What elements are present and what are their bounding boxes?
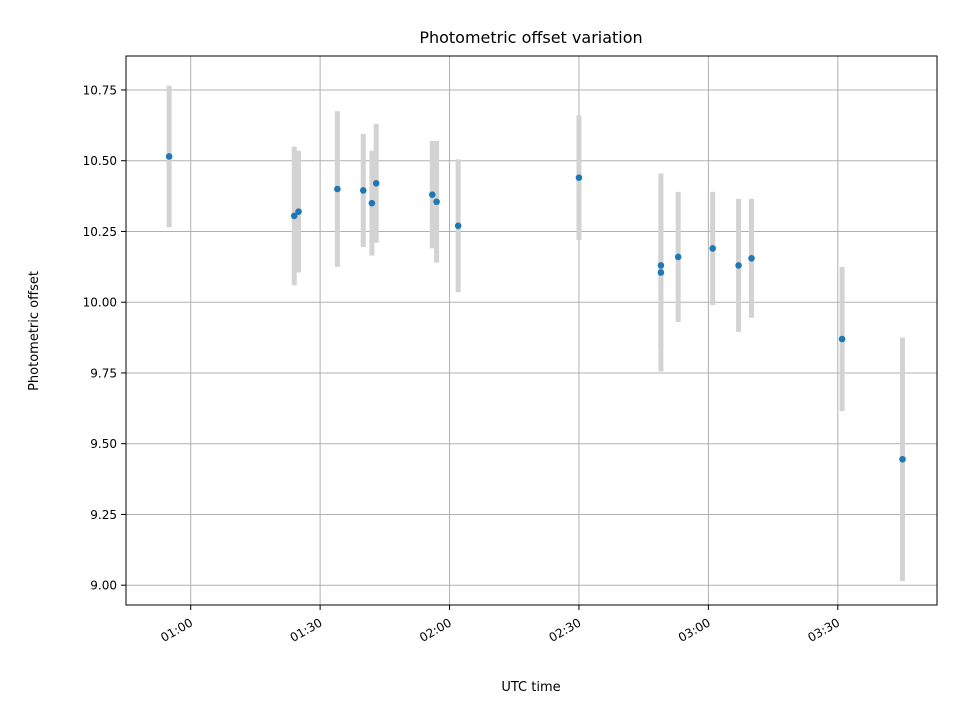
data-point (295, 208, 302, 215)
data-point (709, 245, 716, 252)
plot-frame (125, 55, 938, 606)
data-point (433, 198, 440, 206)
y-tick-label: 9.75 (90, 366, 117, 380)
y-tick-label: 10.50 (83, 154, 117, 168)
data-point (368, 199, 376, 207)
data-point (674, 253, 682, 261)
data-point (657, 262, 665, 269)
x-axis-label: UTC time (501, 680, 560, 695)
data-point (165, 153, 173, 160)
y-tick-label: 9.50 (90, 437, 117, 451)
y-tick-label: 10.75 (83, 83, 117, 97)
y-axis-label: Photometric offset (27, 271, 42, 391)
chart-title: Photometric offset variation (419, 28, 642, 47)
grid (126, 56, 937, 605)
data-point (334, 185, 341, 193)
data-points (165, 153, 906, 463)
data-point (735, 262, 742, 269)
y-tick-label: 9.00 (90, 579, 117, 593)
data-point (657, 269, 665, 276)
data-point (428, 191, 436, 198)
data-point (454, 222, 462, 230)
data-point (359, 187, 367, 194)
data-point (838, 335, 846, 343)
y-tick-label: 10.00 (83, 296, 117, 310)
data-point (372, 180, 380, 187)
data-point (290, 212, 298, 220)
data-point (899, 455, 906, 463)
y-tick-label: 9.25 (90, 508, 117, 522)
data-point (575, 174, 583, 181)
data-point (748, 255, 755, 262)
y-tick-label: 10.25 (83, 225, 117, 239)
